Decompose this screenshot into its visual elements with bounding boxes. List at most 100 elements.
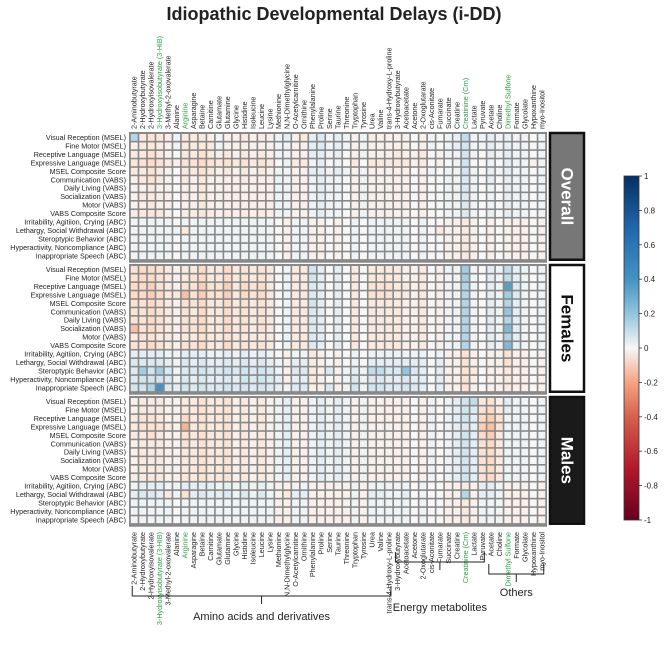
column-label-bottom: Valine bbox=[376, 532, 385, 551]
heatmap-cell bbox=[461, 474, 469, 481]
heatmap-cell bbox=[419, 384, 427, 392]
heatmap-cell bbox=[368, 210, 376, 217]
heatmap-cell bbox=[487, 282, 495, 290]
heatmap-cell bbox=[521, 375, 529, 383]
heatmap-cell bbox=[521, 266, 529, 273]
heatmap-cell bbox=[241, 299, 249, 307]
heatmap-cell bbox=[283, 142, 291, 150]
heatmap-cell bbox=[190, 516, 198, 524]
panel-tab bbox=[548, 131, 586, 261]
heatmap-cell bbox=[300, 299, 308, 307]
heatmap-cell bbox=[147, 299, 155, 307]
heatmap-cell bbox=[487, 490, 495, 498]
heatmap-cell bbox=[444, 350, 452, 358]
heatmap-cell bbox=[207, 316, 215, 324]
heatmap-cell bbox=[529, 414, 537, 422]
heatmap-cell bbox=[529, 316, 537, 324]
row-label: Daily Living (VABS) bbox=[64, 316, 126, 325]
heatmap-cell bbox=[317, 218, 325, 226]
heatmap-cell bbox=[444, 167, 452, 175]
heatmap-cell bbox=[156, 358, 164, 366]
heatmap-cell bbox=[300, 176, 308, 184]
heatmap-cell bbox=[504, 308, 512, 316]
column-label-top: Asparagine bbox=[189, 93, 198, 129]
heatmap-cell bbox=[393, 291, 401, 299]
heatmap-cell bbox=[487, 142, 495, 150]
heatmap-cell bbox=[215, 440, 223, 448]
heatmap-cell bbox=[292, 465, 299, 473]
heatmap-cell bbox=[470, 457, 478, 464]
heatmap-cell bbox=[377, 218, 384, 226]
heatmap-cell bbox=[453, 375, 461, 383]
heatmap-cell bbox=[385, 350, 393, 358]
heatmap-cell bbox=[436, 474, 444, 481]
column-label-bottom: Dimethyl Sulfone bbox=[503, 532, 512, 586]
heatmap-cell bbox=[368, 201, 376, 209]
heatmap-cell bbox=[266, 274, 274, 282]
heatmap-cell bbox=[190, 291, 198, 299]
heatmap-cell bbox=[512, 440, 520, 448]
heatmap-cell bbox=[300, 482, 308, 490]
heatmap-cell bbox=[334, 465, 342, 473]
heatmap-cell bbox=[478, 448, 486, 456]
column-label-bottom: Glutamate bbox=[215, 532, 224, 565]
heatmap-cell bbox=[377, 457, 384, 464]
heatmap-cell bbox=[343, 465, 350, 473]
heatmap-cell bbox=[164, 333, 172, 341]
heatmap-cell bbox=[198, 350, 206, 358]
heatmap-cell bbox=[427, 282, 435, 290]
heatmap-cell bbox=[275, 150, 283, 158]
heatmap-cell bbox=[300, 423, 308, 431]
heatmap-cell bbox=[529, 342, 537, 349]
heatmap-cell bbox=[147, 358, 155, 366]
heatmap-cell bbox=[368, 252, 376, 260]
heatmap-cell bbox=[385, 167, 393, 175]
heatmap-cell bbox=[198, 367, 206, 375]
column-label-bottom: 2-Aminobutyrate bbox=[130, 532, 139, 585]
heatmap-cell bbox=[402, 193, 410, 200]
heatmap-cell bbox=[360, 350, 367, 358]
heatmap-cell bbox=[512, 184, 520, 192]
heatmap-cell bbox=[470, 142, 478, 150]
heatmap-cell bbox=[275, 375, 283, 383]
heatmap-cell bbox=[309, 384, 316, 392]
heatmap-cell bbox=[377, 226, 384, 234]
heatmap-cell bbox=[377, 252, 384, 260]
heatmap-cell bbox=[343, 150, 350, 158]
heatmap-cell bbox=[538, 193, 546, 200]
heatmap-cell bbox=[461, 167, 469, 175]
heatmap-cell bbox=[419, 193, 427, 200]
heatmap-cell bbox=[198, 150, 206, 158]
heatmap-cell bbox=[139, 350, 147, 358]
heatmap-cell bbox=[249, 350, 257, 358]
heatmap-cell bbox=[317, 167, 325, 175]
heatmap-cell bbox=[444, 457, 452, 464]
heatmap-cell bbox=[215, 367, 223, 375]
row-label: Irritability, Agitiion, Crying (ABC) bbox=[24, 482, 126, 491]
heatmap-cell bbox=[419, 226, 427, 234]
heatmap-cell bbox=[385, 235, 393, 243]
heatmap-cell bbox=[343, 159, 350, 167]
heatmap-cell bbox=[173, 142, 181, 150]
heatmap-cell bbox=[504, 184, 512, 192]
heatmap-cell bbox=[283, 252, 291, 260]
heatmap-cell bbox=[283, 291, 291, 299]
heatmap-cell bbox=[529, 423, 537, 431]
heatmap-cell bbox=[258, 490, 266, 498]
heatmap-cell bbox=[368, 375, 376, 383]
heatmap-cell bbox=[538, 252, 546, 260]
heatmap-cell bbox=[224, 384, 232, 392]
heatmap-cell bbox=[419, 291, 427, 299]
heatmap-cell bbox=[427, 193, 435, 200]
heatmap-cell bbox=[351, 414, 359, 422]
heatmap-cell bbox=[461, 159, 469, 167]
heatmap-cell bbox=[538, 243, 546, 251]
heatmap-cell bbox=[410, 176, 418, 184]
row-label: Visual Reception (MSEL) bbox=[46, 265, 126, 274]
heatmap-cell bbox=[215, 299, 223, 307]
heatmap-cell bbox=[402, 398, 410, 405]
heatmap-cell bbox=[309, 423, 316, 431]
heatmap-cell bbox=[309, 299, 316, 307]
heatmap-cell bbox=[181, 516, 189, 524]
heatmap-cell bbox=[368, 325, 376, 332]
